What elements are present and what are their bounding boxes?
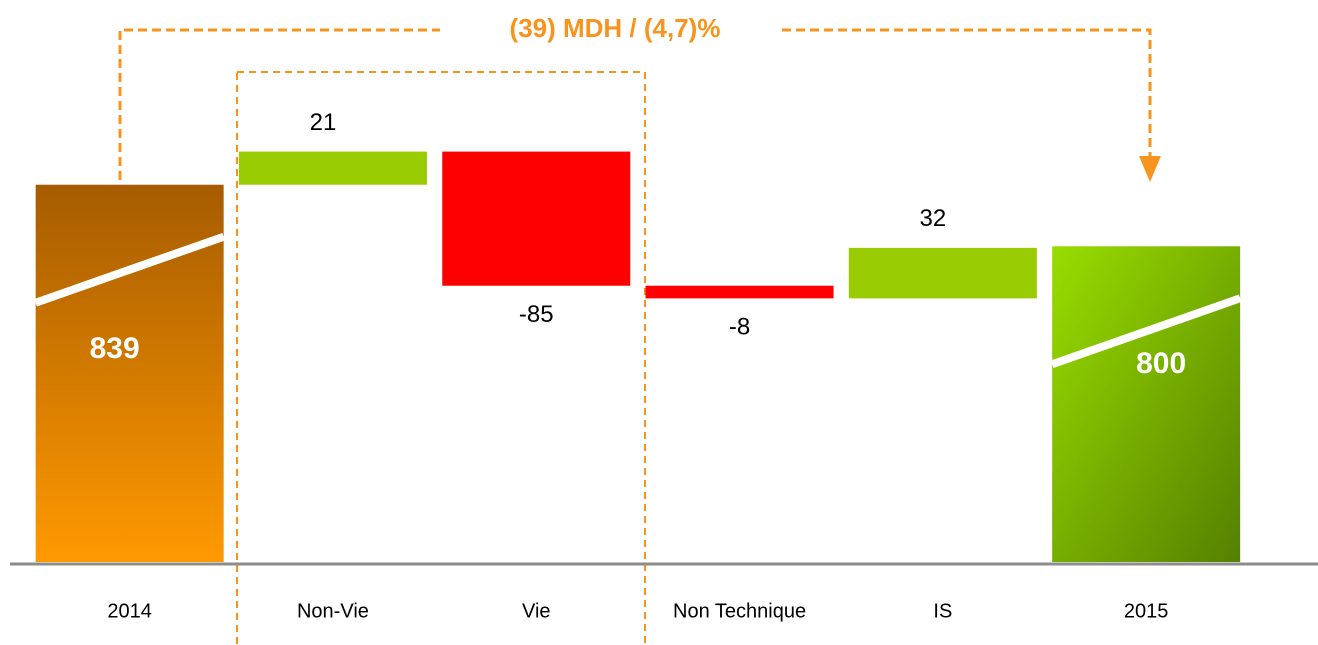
x-tick-label: IS	[933, 600, 952, 622]
annotation-bg	[440, 12, 780, 50]
arrow-head	[1139, 156, 1161, 182]
x-tick-label: Vie	[522, 600, 551, 622]
x-tick-label: 2015	[1124, 600, 1169, 622]
increase-bar	[238, 151, 427, 185]
annotation: (39) MDH / (4,7)%	[510, 13, 721, 43]
decrease-bar	[442, 151, 631, 286]
value-label: 32	[919, 205, 946, 232]
x-tick-label: Non-Vie	[297, 600, 369, 622]
x-tick-label: 2014	[107, 600, 152, 622]
axis-break	[34, 232, 225, 307]
total-label: 800	[1136, 347, 1186, 380]
total-label: 839	[90, 332, 140, 365]
axis-break	[1050, 294, 1242, 369]
value-label: -85	[519, 301, 554, 328]
increase-bar	[848, 247, 1037, 299]
annotation-frame	[118, 28, 1161, 645]
x-tick-label: Non Technique	[673, 600, 806, 622]
value-label: -8	[729, 314, 750, 341]
value-label: 21	[310, 109, 337, 136]
total-bar	[1052, 246, 1241, 563]
decrease-bar	[645, 285, 834, 299]
total-bar	[35, 184, 224, 562]
group-box	[236, 71, 646, 645]
